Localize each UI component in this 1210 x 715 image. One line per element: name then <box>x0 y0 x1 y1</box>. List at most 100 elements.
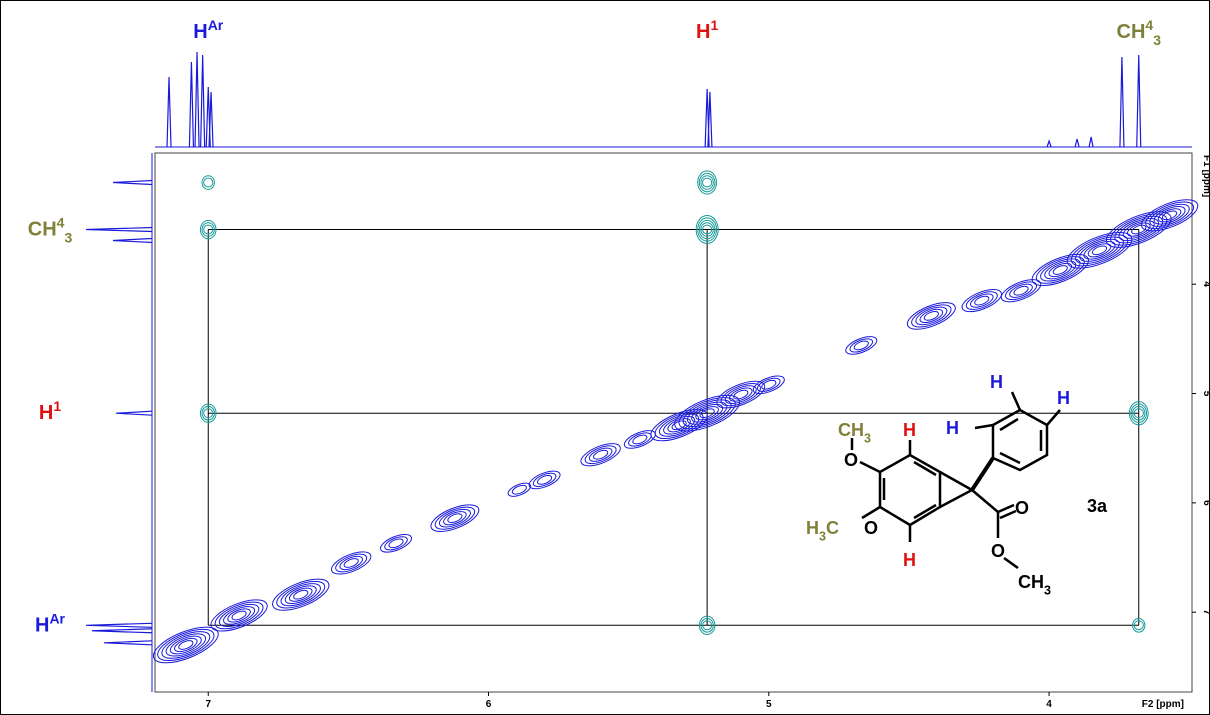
x-tick-label: 7 <box>205 699 211 710</box>
structure-label: H <box>903 420 916 440</box>
contour <box>584 445 617 465</box>
contour <box>1044 260 1077 280</box>
contour <box>165 633 207 657</box>
contour <box>214 601 264 630</box>
projection-peak <box>91 628 153 634</box>
contour <box>218 603 260 628</box>
contour <box>223 606 256 625</box>
contour <box>201 405 215 421</box>
contour <box>1132 405 1146 421</box>
diagonal-peak <box>380 533 413 553</box>
contour <box>1157 208 1182 223</box>
label-base: O <box>864 518 878 538</box>
contour <box>700 222 714 237</box>
projection-peak <box>1119 56 1125 148</box>
contour <box>1140 199 1199 232</box>
contour <box>203 408 214 419</box>
diagonal-peak <box>961 289 1003 313</box>
structure-label: O <box>991 541 1005 561</box>
structure-label: H3C <box>806 518 839 543</box>
contour <box>588 447 613 462</box>
top-assignment: CH43 <box>1117 17 1162 48</box>
projection-peak <box>188 61 195 148</box>
diagonal-peak <box>752 375 785 395</box>
x-tick-label: 4 <box>1046 699 1052 710</box>
bond <box>999 451 1021 465</box>
contour <box>970 293 994 308</box>
y-tick-label: 6 <box>1201 500 1210 506</box>
contour <box>169 635 202 655</box>
contour <box>761 379 777 390</box>
top-assignment: HAr <box>193 17 224 43</box>
bond <box>1010 391 1022 411</box>
label-base: O <box>991 541 1005 561</box>
contour <box>919 308 944 323</box>
cross-peak <box>201 175 215 190</box>
contour <box>1133 408 1144 419</box>
bond <box>913 460 937 477</box>
label-base: O <box>844 450 858 470</box>
contour <box>724 385 757 404</box>
contour <box>580 443 621 467</box>
x-tick-label: 5 <box>766 699 772 710</box>
contour <box>1126 222 1151 237</box>
contour <box>695 406 719 421</box>
contour <box>203 177 214 188</box>
contour <box>1114 215 1164 244</box>
label-sub: 3 <box>64 230 72 246</box>
contour <box>728 387 753 402</box>
contour <box>849 338 874 353</box>
contour <box>280 583 321 607</box>
contour <box>157 628 215 662</box>
bond <box>1003 556 1019 570</box>
contour <box>343 558 359 568</box>
contour <box>1031 253 1089 287</box>
label-base: CH <box>28 219 57 241</box>
structure-label: H <box>946 418 959 438</box>
projection-peak <box>1046 139 1052 148</box>
projection-peak <box>115 410 153 416</box>
contour <box>231 610 247 621</box>
cross-peak <box>1132 618 1146 633</box>
label-base: H <box>39 402 53 424</box>
contour <box>1132 618 1146 633</box>
contour <box>1091 245 1108 256</box>
contour <box>201 222 215 237</box>
structure-label: O <box>844 450 858 470</box>
x-axis-label: F2 [ppm] <box>1142 699 1184 710</box>
projection-peak <box>1074 138 1080 148</box>
contour <box>1133 620 1144 631</box>
diagonal-peak <box>1031 253 1089 287</box>
projection-peak <box>85 622 153 628</box>
contour <box>430 504 480 532</box>
label-base: H <box>990 372 1003 392</box>
contour <box>700 175 714 190</box>
contour <box>923 311 939 321</box>
contour <box>702 177 713 188</box>
projection-peak <box>112 237 153 244</box>
label-sup: 4 <box>1145 17 1153 33</box>
label-base: H <box>903 550 916 570</box>
contour <box>1035 256 1085 284</box>
contour <box>1070 234 1129 267</box>
contour <box>632 434 648 445</box>
contour <box>434 506 476 530</box>
y-tick-label: 5 <box>1201 391 1210 397</box>
projection-peak <box>200 54 206 148</box>
contour <box>1128 401 1149 426</box>
label-base: H <box>1057 388 1070 408</box>
label-sup: 1 <box>53 398 61 414</box>
contour <box>1075 236 1124 265</box>
diagonal-peak <box>1105 211 1172 248</box>
contour <box>911 304 952 328</box>
projection-peak <box>166 76 172 148</box>
contour <box>654 411 704 440</box>
contour <box>716 380 766 409</box>
contour <box>845 336 878 355</box>
contour <box>199 219 217 240</box>
contour <box>593 449 609 460</box>
label-base: CH <box>838 420 864 440</box>
contour <box>702 224 713 235</box>
contour <box>330 551 372 575</box>
